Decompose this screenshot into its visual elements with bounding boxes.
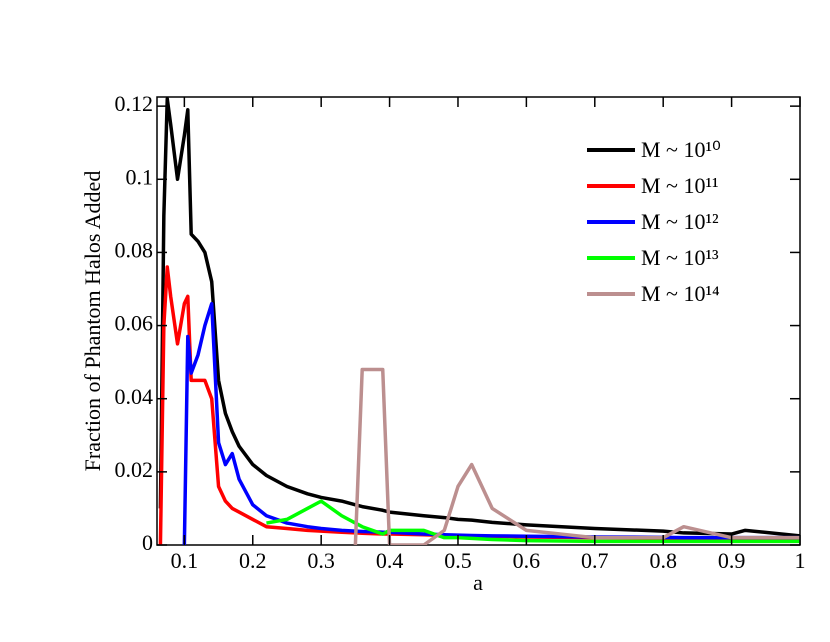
x-tick-label: 0.2	[239, 548, 267, 573]
x-tick-label: 0.8	[649, 548, 677, 573]
x-tick-label: 0.4	[376, 548, 404, 573]
y-tick-label: 0.1	[126, 164, 154, 189]
x-axis-label: a	[473, 570, 483, 595]
x-tick-label: 0.1	[171, 548, 199, 573]
y-tick-label: 0.04	[115, 384, 154, 409]
series-line	[353, 367, 800, 545]
series-line	[158, 265, 800, 545]
plot-frame	[156, 96, 801, 546]
legend-label: M ~ 10¹³	[641, 245, 719, 270]
plot-lines	[158, 97, 800, 545]
y-tick-label: 0.06	[115, 311, 154, 336]
legend-label: M ~ 10¹²	[641, 209, 719, 234]
y-tick-label: 0	[142, 530, 153, 555]
y-tick-label: 0.08	[115, 237, 154, 262]
x-tick-label: 0.9	[718, 548, 746, 573]
x-tick-label: 0.6	[513, 548, 541, 573]
x-tick-label: 0.5	[444, 548, 472, 573]
x-tick-label: 0.3	[307, 548, 335, 573]
series-line	[266, 499, 800, 544]
y-axis-label: Fraction of Phantom Halos Added	[80, 171, 105, 472]
series-line	[158, 97, 800, 538]
legend-label: M ~ 10¹⁰	[641, 137, 721, 162]
legend-label: M ~ 10¹⁴	[641, 281, 720, 306]
x-tick-label: 0.7	[581, 548, 609, 573]
y-tick-label: 0.02	[115, 457, 154, 482]
x-tick-label: 1	[795, 548, 806, 573]
legend-label: M ~ 10¹¹	[641, 173, 719, 198]
y-tick-label: 0.12	[115, 91, 154, 116]
